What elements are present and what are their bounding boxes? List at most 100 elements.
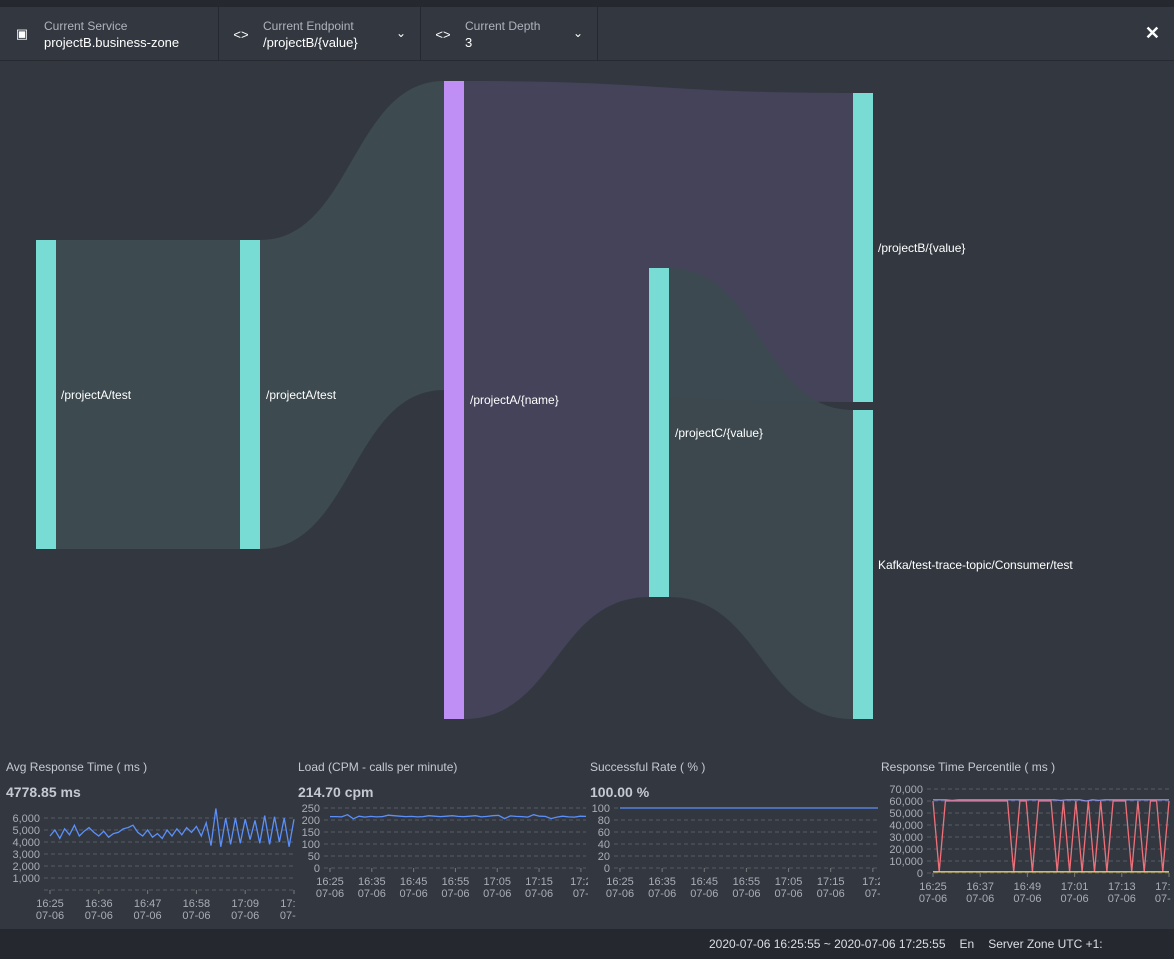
- toolbar: ▣ Current Service projectB.business-zone…: [0, 7, 1174, 61]
- depth-label: Current Depth: [465, 18, 541, 33]
- x-tick-label: 16:35: [358, 876, 386, 888]
- chart-value: 214.70 cpm: [298, 784, 374, 800]
- depth-value: 3: [465, 34, 473, 50]
- x-tick-label: 07-06: [648, 888, 676, 900]
- y-tick-label: 2,000: [12, 861, 40, 873]
- x-tick-label: 16:55: [733, 876, 761, 888]
- y-tick-label: 30,000: [889, 832, 923, 844]
- x-tick-label: 07-06: [732, 888, 760, 900]
- y-tick-label: 5,000: [12, 825, 40, 837]
- link-3-4[interactable]: [464, 268, 649, 719]
- y-tick-label: 0: [604, 863, 610, 875]
- x-tick-label: 16:35: [648, 876, 676, 888]
- x-tick-label: 17:13: [1108, 881, 1136, 893]
- x-tick-label: 16:25: [36, 898, 64, 910]
- x-tick-label: 16:58: [183, 898, 211, 910]
- y-tick-label: 60: [598, 827, 610, 839]
- load-chart: Load (CPM - calls per minute) 214.70 cpm…: [298, 760, 588, 900]
- y-tick-label: 100: [592, 803, 610, 815]
- x-tick-label: 07-06: [36, 910, 64, 922]
- x-tick-label: 17:05: [775, 876, 803, 888]
- x-tick-label: 07-06: [483, 888, 511, 900]
- series-line-cpm: [330, 813, 587, 820]
- lock-icon: ▣: [15, 26, 29, 41]
- node-2[interactable]: [444, 81, 464, 719]
- service-value: projectB.business-zone: [44, 34, 180, 50]
- y-tick-label: 40: [598, 839, 610, 851]
- x-tick-label: 07-06: [774, 888, 802, 900]
- x-tick-label: 07-06: [280, 910, 296, 922]
- top-strip: [0, 0, 1174, 7]
- x-tick-label: 07-06: [817, 888, 845, 900]
- y-tick-label: 80: [598, 815, 610, 827]
- x-tick-label: 17:2: [570, 876, 588, 888]
- x-tick-label: 07-06: [134, 910, 162, 922]
- node-label: /projectA/{name}: [470, 393, 559, 407]
- x-tick-label: 16:25: [316, 876, 344, 888]
- sankey-diagram: [36, 81, 873, 719]
- x-tick-label: 17:01: [1061, 881, 1089, 893]
- depth-selector[interactable]: <> Current Depth 3 ⌄: [421, 7, 598, 61]
- x-tick-label: 07-06: [231, 910, 259, 922]
- x-tick-label: 07-06: [182, 910, 210, 922]
- node-5[interactable]: [853, 410, 873, 719]
- x-tick-label: 07-06: [1061, 893, 1089, 905]
- x-tick-label: 17:2: [862, 876, 880, 888]
- chart-value: 4778.85 ms: [6, 784, 81, 800]
- x-tick-label: 16:25: [606, 876, 634, 888]
- chevron-down-icon[interactable]: ⌄: [572, 26, 583, 40]
- x-tick-label: 17:15: [525, 876, 553, 888]
- close-icon[interactable]: ✕: [1144, 23, 1160, 43]
- chart-value: 100.00 %: [590, 784, 650, 800]
- y-tick-label: 150: [302, 827, 320, 839]
- node-1[interactable]: [240, 240, 260, 549]
- node-label: /projectB/{value}: [878, 241, 966, 255]
- y-tick-label: 100: [302, 839, 320, 851]
- x-tick-label: 16:25: [919, 881, 947, 893]
- y-tick-label: 40,000: [889, 820, 923, 832]
- code-icon: <>: [435, 26, 451, 42]
- link-3-5[interactable]: [464, 81, 853, 402]
- footer: 2020-07-06 16:25:55 ~ 2020-07-06 17:25:5…: [0, 929, 1174, 959]
- chevron-down-icon[interactable]: ⌄: [395, 26, 406, 40]
- language-toggle[interactable]: En: [959, 937, 975, 951]
- y-tick-label: 200: [302, 815, 320, 827]
- x-tick-label: 17:05: [483, 876, 511, 888]
- node-label: /projectC/{value}: [675, 426, 764, 440]
- x-tick-label: 07-06: [966, 893, 994, 905]
- chart-title: Load (CPM - calls per minute): [298, 760, 458, 774]
- node-4[interactable]: [853, 93, 873, 402]
- series-line-avg: [49, 808, 295, 847]
- x-tick-label: 07-06: [441, 888, 469, 900]
- x-tick-label: 17:25: [1155, 881, 1171, 893]
- x-tick-label: 16:45: [691, 876, 719, 888]
- y-tick-label: 3,000: [12, 849, 40, 861]
- node-0[interactable]: [36, 240, 56, 549]
- code-icon: <>: [233, 26, 249, 42]
- x-tick-label: 07-06: [1013, 893, 1041, 905]
- x-tick-label: 16:55: [442, 876, 470, 888]
- x-tick-label: 16:49: [1014, 881, 1042, 893]
- chart-title: Successful Rate ( % ): [590, 760, 706, 774]
- y-tick-label: 70,000: [889, 784, 923, 796]
- node-label: Kafka/test-trace-topic/Consumer/test: [878, 558, 1073, 572]
- link-2-3[interactable]: [260, 81, 444, 549]
- time-range[interactable]: 2020-07-06 16:25:55 ~ 2020-07-06 17:25:5…: [709, 937, 946, 951]
- server-zone[interactable]: Server Zone UTC +1:: [988, 937, 1103, 951]
- node-3[interactable]: [649, 268, 669, 597]
- x-tick-label: 07-06: [1155, 893, 1171, 905]
- x-tick-label: 07-06: [919, 893, 947, 905]
- link-4-6[interactable]: [669, 268, 853, 719]
- service-selector[interactable]: ▣ Current Service projectB.business-zone: [0, 7, 219, 61]
- x-tick-label: 07-06: [85, 910, 113, 922]
- endpoint-selector[interactable]: <> Current Endpoint /projectB/{value} ⌄: [219, 7, 421, 61]
- avg-response-chart: Avg Response Time ( ms ) 4778.85 ms 1,00…: [6, 760, 296, 922]
- link-1-2[interactable]: [56, 240, 240, 549]
- x-tick-label: 07-06: [358, 888, 386, 900]
- chart-title: Avg Response Time ( ms ): [6, 760, 148, 774]
- y-tick-label: 20: [598, 851, 610, 863]
- y-tick-label: 1,000: [12, 873, 40, 885]
- y-tick-label: 10,000: [889, 856, 923, 868]
- endpoint-value: /projectB/{value}: [263, 34, 358, 50]
- x-tick-label: 07-: [573, 888, 588, 900]
